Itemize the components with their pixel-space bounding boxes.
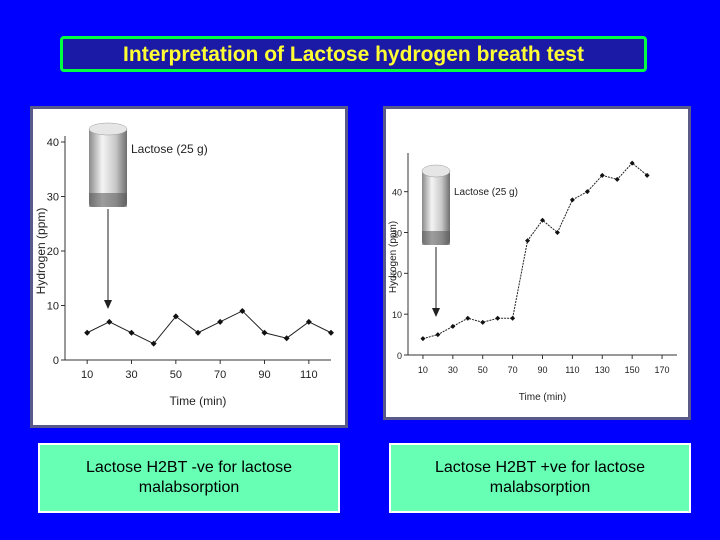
left-data-point xyxy=(239,307,246,314)
right-data-point xyxy=(450,323,456,329)
left-x-tick-label: 110 xyxy=(300,369,318,381)
left-data-point xyxy=(84,329,91,336)
right-x-tick-label: 170 xyxy=(655,365,670,375)
right-data-point xyxy=(554,230,560,235)
left-caption: Lactose H2BT -ve for lactose malabsorpti… xyxy=(85,459,293,496)
right-x-tick-label: 90 xyxy=(537,365,547,375)
left-y-tick-label: 40 xyxy=(47,137,59,149)
right-chart-panel: 0 10 20 30 40 10 30 50 70 90 110 130 150 170 Time (min… xyxy=(386,109,688,417)
left-y-tick-label: 30 xyxy=(47,192,59,204)
right-data-point xyxy=(644,172,650,178)
left-lactose-cylinder-icon xyxy=(89,127,127,207)
left-lactose-cylinder-top xyxy=(88,122,128,136)
right-lactose-cylinder-top xyxy=(421,164,451,178)
left-y-tick-label: 0 xyxy=(53,355,59,367)
right-lactose-cylinder-icon xyxy=(422,169,450,245)
left-caption-box: Lactose H2BT -ve for lactose malabsorpti… xyxy=(38,443,340,513)
right-data-point xyxy=(569,197,575,203)
left-data-point xyxy=(128,329,135,336)
right-caption-box: Lactose H2BT +ve for lactose malabsorpti… xyxy=(389,443,691,513)
right-data-point xyxy=(510,315,516,321)
right-data-point xyxy=(614,176,620,182)
right-chart: 0 10 20 30 40 10 30 50 70 90 110 130 150 170 Time (min… xyxy=(388,153,677,403)
right-data-point xyxy=(629,160,635,166)
right-x-tick-label: 130 xyxy=(595,365,610,375)
right-lactose-cylinder-base xyxy=(422,231,450,245)
left-chart-panel: 0 10 20 30 40 10 30 50 70 90 110 Time (min) Hydrogen… xyxy=(33,109,345,425)
right-x-tick-label: 30 xyxy=(448,365,458,375)
right-x-tick-label: 70 xyxy=(508,365,518,375)
right-x-tick-label: 150 xyxy=(625,365,640,375)
right-series-line xyxy=(422,162,648,340)
left-data-point xyxy=(261,329,268,336)
right-data-point xyxy=(495,315,501,321)
right-data-point xyxy=(525,238,531,244)
left-x-tick-label: 50 xyxy=(170,369,182,381)
right-x-axis-title: Time (min) xyxy=(519,392,566,403)
left-series-line xyxy=(86,310,332,345)
right-y-tick-label: 40 xyxy=(392,188,402,198)
right-y-tick-label: 10 xyxy=(392,310,402,320)
left-data-point xyxy=(305,318,312,325)
left-lactose-cylinder-base xyxy=(89,193,127,207)
right-x-tick-label: 50 xyxy=(478,365,488,375)
right-data-point xyxy=(435,332,441,338)
left-data-point xyxy=(106,318,113,325)
page-title: Interpretation of Lactose hydrogen breat… xyxy=(123,43,584,66)
right-y-axis-title: Hydrogen (ppm) xyxy=(388,221,399,293)
right-data-point xyxy=(465,315,471,321)
left-data-point xyxy=(328,329,334,336)
left-x-tick-label: 90 xyxy=(258,369,270,381)
left-data-point xyxy=(150,340,157,347)
right-y-tick-label: 0 xyxy=(397,351,402,361)
right-arrow-head xyxy=(432,308,440,317)
right-data-point xyxy=(420,336,426,342)
title-box: Interpretation of Lactose hydrogen breat… xyxy=(60,36,647,72)
left-data-point xyxy=(283,335,290,342)
right-data-point xyxy=(540,217,545,223)
right-caption: Lactose H2BT +ve for lactose malabsorpti… xyxy=(434,459,646,496)
right-data-point xyxy=(480,319,486,325)
left-chart: 0 10 20 30 40 10 30 50 70 90 110 Time (min) Hydrogen… xyxy=(34,122,334,408)
left-x-tick-label: 70 xyxy=(214,369,226,381)
left-annotation: Lactose (25 g) xyxy=(131,142,208,156)
left-y-tick-label: 20 xyxy=(47,246,59,258)
left-x-tick-label: 30 xyxy=(125,369,137,381)
left-arrow-head xyxy=(104,300,112,309)
left-x-tick-label: 10 xyxy=(81,369,93,381)
left-data-point xyxy=(172,313,179,320)
left-y-tick-label: 10 xyxy=(47,301,59,313)
right-x-tick-label: 10 xyxy=(418,365,428,375)
left-x-axis-title: Time (min) xyxy=(170,394,227,408)
right-y-tick-label: 30 xyxy=(392,229,402,239)
right-x-tick-label: 110 xyxy=(565,365,579,375)
left-data-point xyxy=(217,318,224,325)
right-y-tick-label: 20 xyxy=(392,269,402,279)
left-data-point xyxy=(195,329,201,336)
left-y-axis-title: Hydrogen (ppm) xyxy=(34,208,48,295)
right-annotation: Lactose (25 g) xyxy=(454,187,518,198)
right-data-point xyxy=(584,189,590,195)
right-data-point xyxy=(599,172,605,178)
